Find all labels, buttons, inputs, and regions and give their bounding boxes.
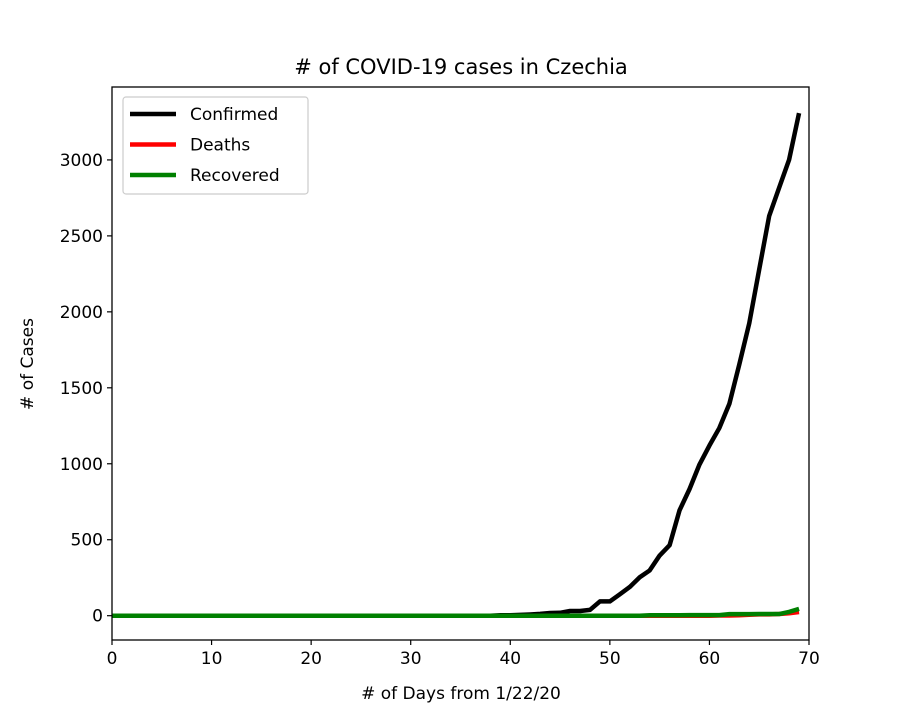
x-tick-label: 0 xyxy=(107,649,118,669)
x-tick-label: 20 xyxy=(300,649,322,669)
y-tick-label: 1000 xyxy=(60,455,103,475)
x-tick-label: 10 xyxy=(201,649,223,669)
series-line-recovered xyxy=(112,606,800,618)
legend-label-deaths: Deaths xyxy=(190,136,250,156)
legend-frame xyxy=(122,96,309,195)
y-tick-label: 0 xyxy=(92,607,103,627)
legend: Confirmed Deaths Recovered xyxy=(122,96,309,195)
x-tick-label: 40 xyxy=(499,649,521,669)
plot-frame xyxy=(111,86,810,641)
x-tick-label: 70 xyxy=(798,649,820,669)
y-axis-label: # of Cases xyxy=(18,318,38,410)
x-tick-label: 60 xyxy=(699,649,721,669)
chart-title: # of COVID-19 cases in Czechia xyxy=(294,55,628,79)
y-tick-label: 500 xyxy=(71,531,103,551)
series-layer xyxy=(112,112,802,618)
x-axis: 0 10 20 30 40 50 60 70 xyxy=(107,640,820,669)
y-tick-label: 3000 xyxy=(60,151,103,171)
y-tick-label: 2000 xyxy=(60,303,103,323)
y-tick-label: 1500 xyxy=(60,379,103,399)
y-axis: 0 500 1000 1500 2000 2500 3000 xyxy=(60,151,112,627)
x-axis-label: # of Days from 1/22/20 xyxy=(361,684,561,704)
y-tick-label: 2500 xyxy=(60,227,103,247)
legend-label-confirmed: Confirmed xyxy=(190,105,278,125)
x-tick-label: 50 xyxy=(599,649,621,669)
x-tick-label: 30 xyxy=(400,649,422,669)
legend-label-recovered: Recovered xyxy=(190,166,280,186)
